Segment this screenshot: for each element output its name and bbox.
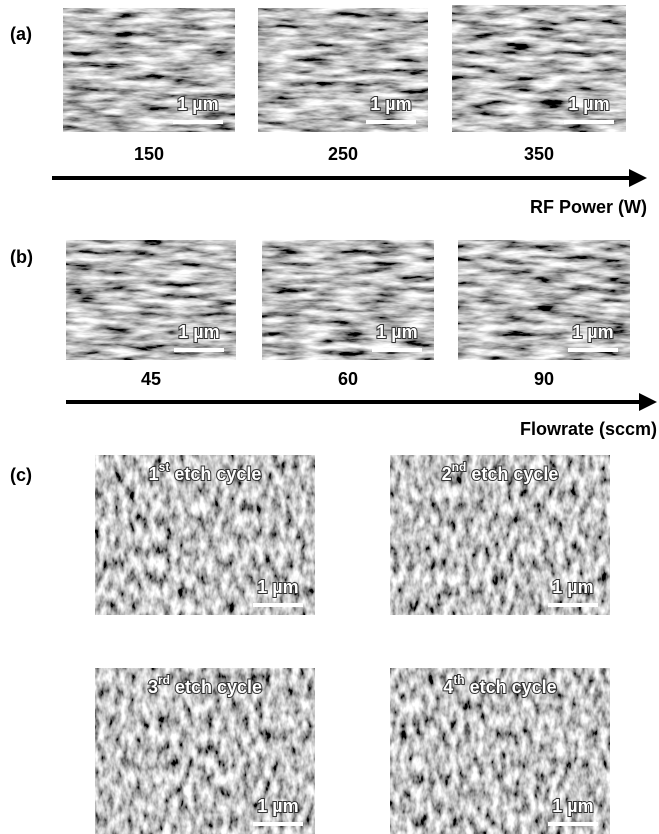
axis-title: RF Power (W) bbox=[530, 197, 647, 217]
scale-bar-label: 1 µm bbox=[552, 796, 593, 816]
cycle-text: etch cycle bbox=[174, 464, 261, 484]
panel-label: (c) bbox=[10, 465, 32, 485]
scale-bar-label: 1 µm bbox=[376, 322, 417, 342]
axis-title: Flowrate (sccm) bbox=[520, 419, 657, 439]
image-caption: 60 bbox=[338, 369, 358, 389]
cycle-number: 2 bbox=[442, 464, 452, 484]
cycle-text: etch cycle bbox=[471, 464, 558, 484]
scale-bar-label: 1 µm bbox=[177, 94, 218, 114]
scale-bar-label: 1 µm bbox=[178, 322, 219, 342]
panel-label: (b) bbox=[10, 247, 33, 267]
image-caption: 150 bbox=[134, 144, 164, 164]
cycle-suffix: rd bbox=[158, 673, 170, 687]
cycle-text: etch cycle bbox=[175, 677, 262, 697]
cycle-number: 1 bbox=[149, 464, 159, 484]
scale-bar-label: 1 µm bbox=[257, 796, 298, 816]
scale-bar-label: 1 µm bbox=[257, 577, 298, 597]
panel-label: (a) bbox=[10, 24, 32, 44]
cycle-text: etch cycle bbox=[470, 677, 557, 697]
scale-bar-label: 1 µm bbox=[370, 94, 411, 114]
image-caption: 350 bbox=[524, 144, 554, 164]
cycle-number: 4 bbox=[443, 677, 453, 697]
scale-bar-label: 1 µm bbox=[572, 322, 613, 342]
scale-bar-label: 1 µm bbox=[568, 94, 609, 114]
cycle-suffix: nd bbox=[452, 460, 467, 474]
sem-image bbox=[458, 240, 630, 360]
cycle-number: 3 bbox=[148, 677, 158, 697]
image-caption: 250 bbox=[328, 144, 358, 164]
figure: (a) (b) (c) 1 µm 150 1 µm 250 1 µm 350 RF Powe… bbox=[0, 0, 659, 834]
scale-bar-label: 1 µm bbox=[552, 577, 593, 597]
arrow-head bbox=[639, 393, 657, 411]
cycle-suffix: th bbox=[453, 673, 464, 687]
image-caption: 90 bbox=[534, 369, 554, 389]
image-caption: 45 bbox=[141, 369, 161, 389]
sem-image bbox=[66, 240, 236, 360]
cycle-suffix: st bbox=[159, 460, 170, 474]
arrow-head bbox=[629, 169, 647, 187]
sem-image bbox=[262, 240, 434, 360]
